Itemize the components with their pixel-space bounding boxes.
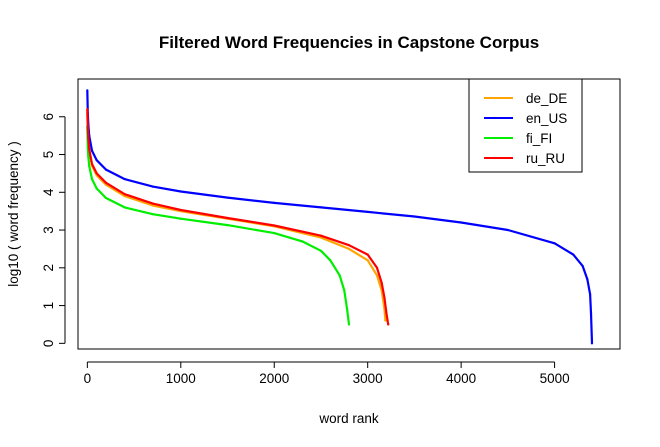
data-point	[226, 216, 229, 220]
legend-box	[468, 78, 583, 173]
legend-label-de_DE: de_DE	[526, 91, 567, 106]
data-point	[319, 234, 323, 237]
data-point	[86, 126, 89, 130]
series-de_DE	[86, 111, 387, 322]
data-point	[90, 149, 94, 152]
data-point	[88, 147, 91, 150]
series-en_US	[86, 89, 594, 345]
y-tick-label: 2	[41, 264, 56, 272]
data-point	[366, 259, 369, 262]
data-point	[375, 266, 379, 269]
plot-frame	[77, 78, 621, 350]
data-point	[95, 187, 98, 190]
y-tick-label: 1	[41, 302, 56, 310]
data-point	[380, 281, 383, 285]
data-point	[273, 201, 276, 204]
data-point	[226, 224, 229, 227]
y-axis: 0 1 2 3 4 5 6	[41, 113, 66, 348]
x-tick-label: 2000	[259, 371, 289, 386]
data-point	[460, 221, 463, 224]
x-tick-label: 5000	[540, 371, 570, 386]
data-point	[95, 159, 98, 162]
data-point	[151, 204, 154, 207]
series-ru_RU	[86, 108, 390, 326]
data-point	[588, 293, 592, 296]
y-tick-label: 0	[41, 340, 56, 348]
y-tick-label: 3	[41, 226, 56, 234]
data-point	[346, 308, 349, 311]
x-axis-label: word rank	[318, 411, 379, 426]
data-point	[581, 264, 584, 268]
data-point	[90, 162, 94, 166]
data-point	[123, 193, 126, 196]
data-point	[88, 164, 91, 167]
data-point	[387, 323, 390, 326]
data-point	[590, 342, 594, 345]
y-tick-label: 6	[41, 113, 56, 121]
data-point	[589, 312, 593, 315]
x-axis: 0 1000 2000 3000 4000 5000	[84, 361, 570, 386]
data-point	[572, 253, 575, 256]
data-point	[123, 177, 126, 181]
chart-title: Filtered Word Frequencies in Capstone Co…	[159, 33, 539, 52]
x-tick-label: 4000	[446, 371, 476, 386]
series-line	[86, 90, 594, 344]
series-line	[86, 109, 390, 325]
data-point	[151, 185, 154, 188]
data-point	[179, 190, 182, 193]
data-point	[385, 312, 388, 315]
data-point	[179, 208, 182, 212]
data-point	[329, 259, 332, 262]
data-point	[413, 215, 416, 218]
data-point	[104, 168, 108, 171]
data-point	[319, 236, 323, 239]
data-point	[87, 136, 90, 139]
data-point	[104, 181, 108, 184]
x-tick-label: 0	[84, 371, 92, 386]
data-point	[301, 240, 304, 243]
data-point	[366, 253, 369, 256]
legend-label-en_US: en_US	[526, 111, 567, 126]
series-layer	[86, 89, 594, 345]
data-point	[87, 155, 90, 158]
data-point	[586, 278, 589, 281]
data-point	[151, 202, 154, 205]
x-tick-label: 1000	[166, 371, 196, 386]
data-point	[86, 108, 89, 111]
series-line	[86, 126, 351, 325]
data-point	[384, 319, 387, 322]
legend-label-fi_FI: fi_FI	[526, 131, 552, 146]
data-point	[347, 247, 351, 251]
x-tick-label: 3000	[353, 371, 383, 386]
data-point	[179, 217, 182, 220]
data-point	[319, 249, 323, 252]
data-point	[343, 289, 346, 292]
data-point	[151, 213, 154, 216]
data-point	[375, 274, 379, 277]
legend: de_DE en_US fi_FI ru_RU	[468, 78, 583, 173]
data-point	[506, 228, 509, 232]
data-point	[90, 177, 94, 181]
data-point	[319, 206, 323, 209]
data-point	[226, 196, 229, 199]
data-point	[273, 224, 276, 227]
data-point	[366, 210, 369, 214]
data-point	[95, 172, 98, 175]
data-point	[553, 242, 556, 245]
data-point	[338, 274, 341, 277]
data-point	[123, 206, 126, 209]
data-point	[104, 196, 108, 200]
data-point	[347, 323, 351, 326]
y-tick-label: 5	[41, 151, 56, 159]
series-fi_FI	[86, 125, 351, 326]
data-point	[86, 89, 89, 92]
y-tick-label: 4	[41, 188, 56, 196]
data-point	[273, 231, 276, 235]
series-line	[86, 112, 387, 321]
data-point	[383, 296, 386, 300]
data-point	[347, 244, 351, 247]
legend-label-ru_RU: ru_RU	[526, 151, 565, 166]
y-axis-label: log10 ( word frequency )	[6, 141, 21, 287]
